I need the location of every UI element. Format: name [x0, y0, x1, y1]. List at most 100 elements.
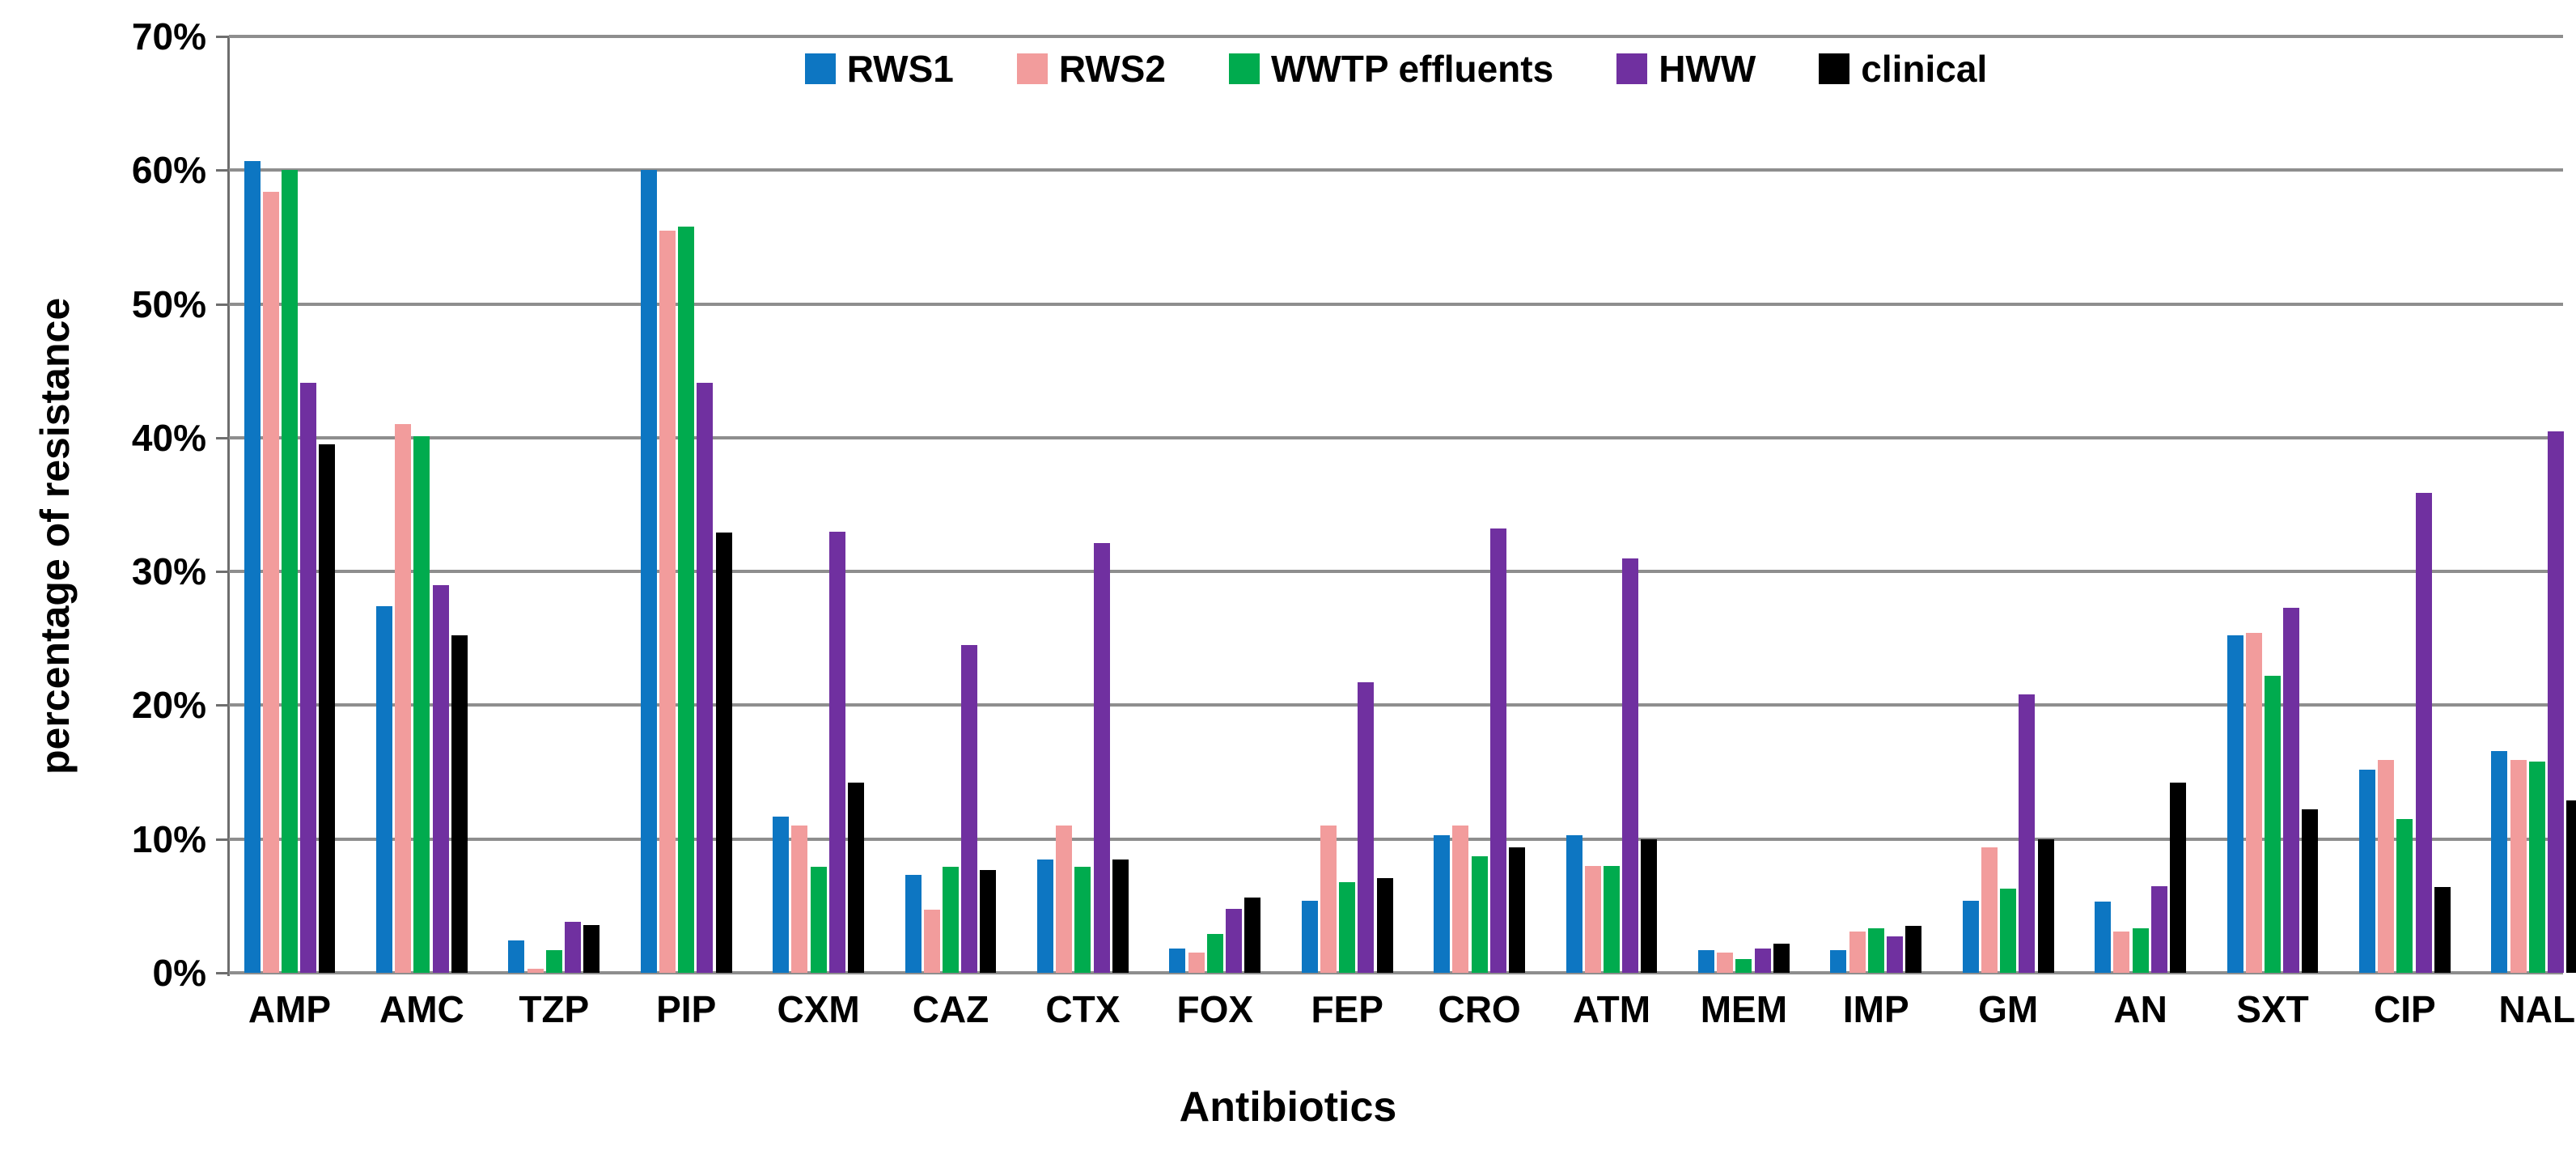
- bar-clinical-AMC: [451, 635, 468, 973]
- bar-rws1-AN: [2095, 902, 2112, 973]
- bar-hww-NAL: [2548, 431, 2564, 973]
- bar-rws2-IMP: [1849, 931, 1866, 973]
- bar-wwtp-effluents-CRO: [1471, 856, 1488, 973]
- category-label-MEM: MEM: [1700, 988, 1788, 1030]
- y-axis-tick-20: [216, 704, 229, 707]
- category-label-NAL: NAL: [2498, 988, 2576, 1030]
- category-label-CIP: CIP: [2374, 988, 2436, 1030]
- bar-rws1-CTX: [1037, 859, 1053, 973]
- category-label-CAZ: CAZ: [912, 988, 989, 1030]
- y-tick-label-10: 10%: [131, 817, 206, 860]
- bar-rws1-CRO: [1434, 834, 1451, 973]
- gridline-70: [229, 35, 2563, 38]
- bar-hww-AMP: [300, 383, 317, 973]
- bar-hww-AMC: [432, 584, 449, 973]
- y-tick-label-60: 60%: [131, 149, 206, 192]
- bar-wwtp-effluents-AMC: [413, 436, 430, 973]
- legend-label: RWS2: [1058, 48, 1166, 90]
- y-tick-label-70: 70%: [131, 15, 206, 57]
- bar-rws1-TZP: [508, 940, 525, 973]
- bar-rws1-AMC: [376, 606, 392, 973]
- bar-clinical-CXM: [848, 783, 864, 973]
- category-label-GM: GM: [1978, 988, 2039, 1030]
- bar-hww-CTX: [1093, 543, 1110, 973]
- y-axis-tick-10: [216, 838, 229, 841]
- bar-rws1-GM: [1962, 900, 1979, 973]
- bar-wwtp-effluents-PIP: [678, 226, 695, 973]
- bar-hww-CXM: [828, 531, 845, 973]
- bar-wwtp-effluents-ATM: [1604, 865, 1620, 973]
- y-axis-tick-60: [216, 169, 229, 172]
- bar-hww-FEP: [1358, 682, 1375, 973]
- bar-wwtp-effluents-CIP: [2396, 818, 2413, 973]
- y-axis-line: [227, 36, 230, 976]
- y-axis-tick-40: [216, 436, 229, 439]
- bar-clinical-FOX: [1244, 898, 1261, 973]
- legend-item-clinical: clinical: [1819, 50, 1987, 87]
- category-label-AN: AN: [2113, 988, 2167, 1030]
- category-label-AMC: AMC: [379, 988, 464, 1030]
- category-label-CRO: CRO: [1438, 988, 1521, 1030]
- bar-clinical-CRO: [1509, 847, 1525, 973]
- gridline-60: [229, 168, 2563, 172]
- bar-hww-CRO: [1489, 528, 1506, 973]
- bar-hww-FOX: [1226, 908, 1242, 973]
- bar-clinical-TZP: [583, 924, 600, 973]
- bar-wwtp-effluents-CAZ: [943, 867, 959, 973]
- bar-clinical-GM: [2037, 838, 2054, 973]
- y-tick-label-20: 20%: [131, 684, 206, 727]
- legend-label: HWW: [1659, 48, 1756, 90]
- gridline-10: [229, 837, 2563, 841]
- legend-label: RWS1: [846, 48, 954, 90]
- bar-clinical-ATM: [1641, 838, 1658, 973]
- bar-clinical-CTX: [1112, 859, 1129, 973]
- bar-wwtp-effluents-TZP: [545, 949, 562, 973]
- bar-rws1-SXT: [2226, 635, 2243, 973]
- bar-rws1-PIP: [640, 170, 657, 973]
- bar-clinical-IMP: [1905, 926, 1922, 973]
- bar-rws2-GM: [1981, 847, 1998, 973]
- bar-wwtp-effluents-CTX: [1074, 867, 1091, 973]
- category-label-AMP: AMP: [248, 988, 332, 1030]
- bar-rws1-CXM: [773, 816, 790, 973]
- y-tick-label-40: 40%: [131, 416, 206, 459]
- bar-hww-CAZ: [961, 645, 978, 973]
- category-label-CTX: CTX: [1045, 988, 1121, 1030]
- bar-clinical-CAZ: [980, 869, 997, 973]
- gridline-40: [229, 435, 2563, 439]
- bar-rws2-AMC: [395, 424, 412, 973]
- bar-rws2-FEP: [1320, 826, 1337, 973]
- bar-rws2-CRO: [1452, 826, 1469, 973]
- bar-rws1-NAL: [2491, 750, 2508, 973]
- bar-hww-SXT: [2283, 607, 2300, 973]
- bar-hww-MEM: [1754, 949, 1771, 973]
- bar-clinical-PIP: [715, 533, 732, 973]
- legend-label: WWTP effluents: [1270, 48, 1554, 90]
- bar-clinical-AN: [2170, 783, 2186, 973]
- gridline-30: [229, 570, 2563, 574]
- legend-item-rws1: RWS1: [804, 48, 954, 90]
- bar-clinical-NAL: [2566, 800, 2576, 973]
- bar-wwtp-effluents-FOX: [1206, 934, 1223, 973]
- bar-hww-CIP: [2415, 492, 2432, 973]
- category-label-PIP: PIP: [656, 988, 717, 1030]
- category-label-FOX: FOX: [1176, 988, 1254, 1030]
- bar-hww-IMP: [1887, 936, 1903, 973]
- bar-hww-PIP: [697, 383, 714, 973]
- bar-rws1-FOX: [1169, 949, 1186, 973]
- y-axis-tick-50: [216, 303, 229, 306]
- bar-rws2-CAZ: [923, 910, 940, 973]
- bar-wwtp-effluents-AN: [2132, 928, 2149, 973]
- y-axis-tick-70: [216, 36, 229, 38]
- bar-wwtp-effluents-GM: [2000, 888, 2017, 973]
- bar-rws2-AMP: [262, 191, 279, 973]
- bar-clinical-FEP: [1376, 877, 1393, 973]
- bar-rws1-MEM: [1698, 949, 1714, 973]
- bar-wwtp-effluents-MEM: [1735, 959, 1752, 973]
- y-axis-tick-0: [216, 972, 229, 974]
- category-label-SXT: SXT: [2236, 988, 2309, 1030]
- category-label-ATM: ATM: [1572, 988, 1651, 1030]
- y-axis-tick-30: [216, 571, 229, 574]
- legend-item-rws2: RWS2: [1016, 48, 1166, 90]
